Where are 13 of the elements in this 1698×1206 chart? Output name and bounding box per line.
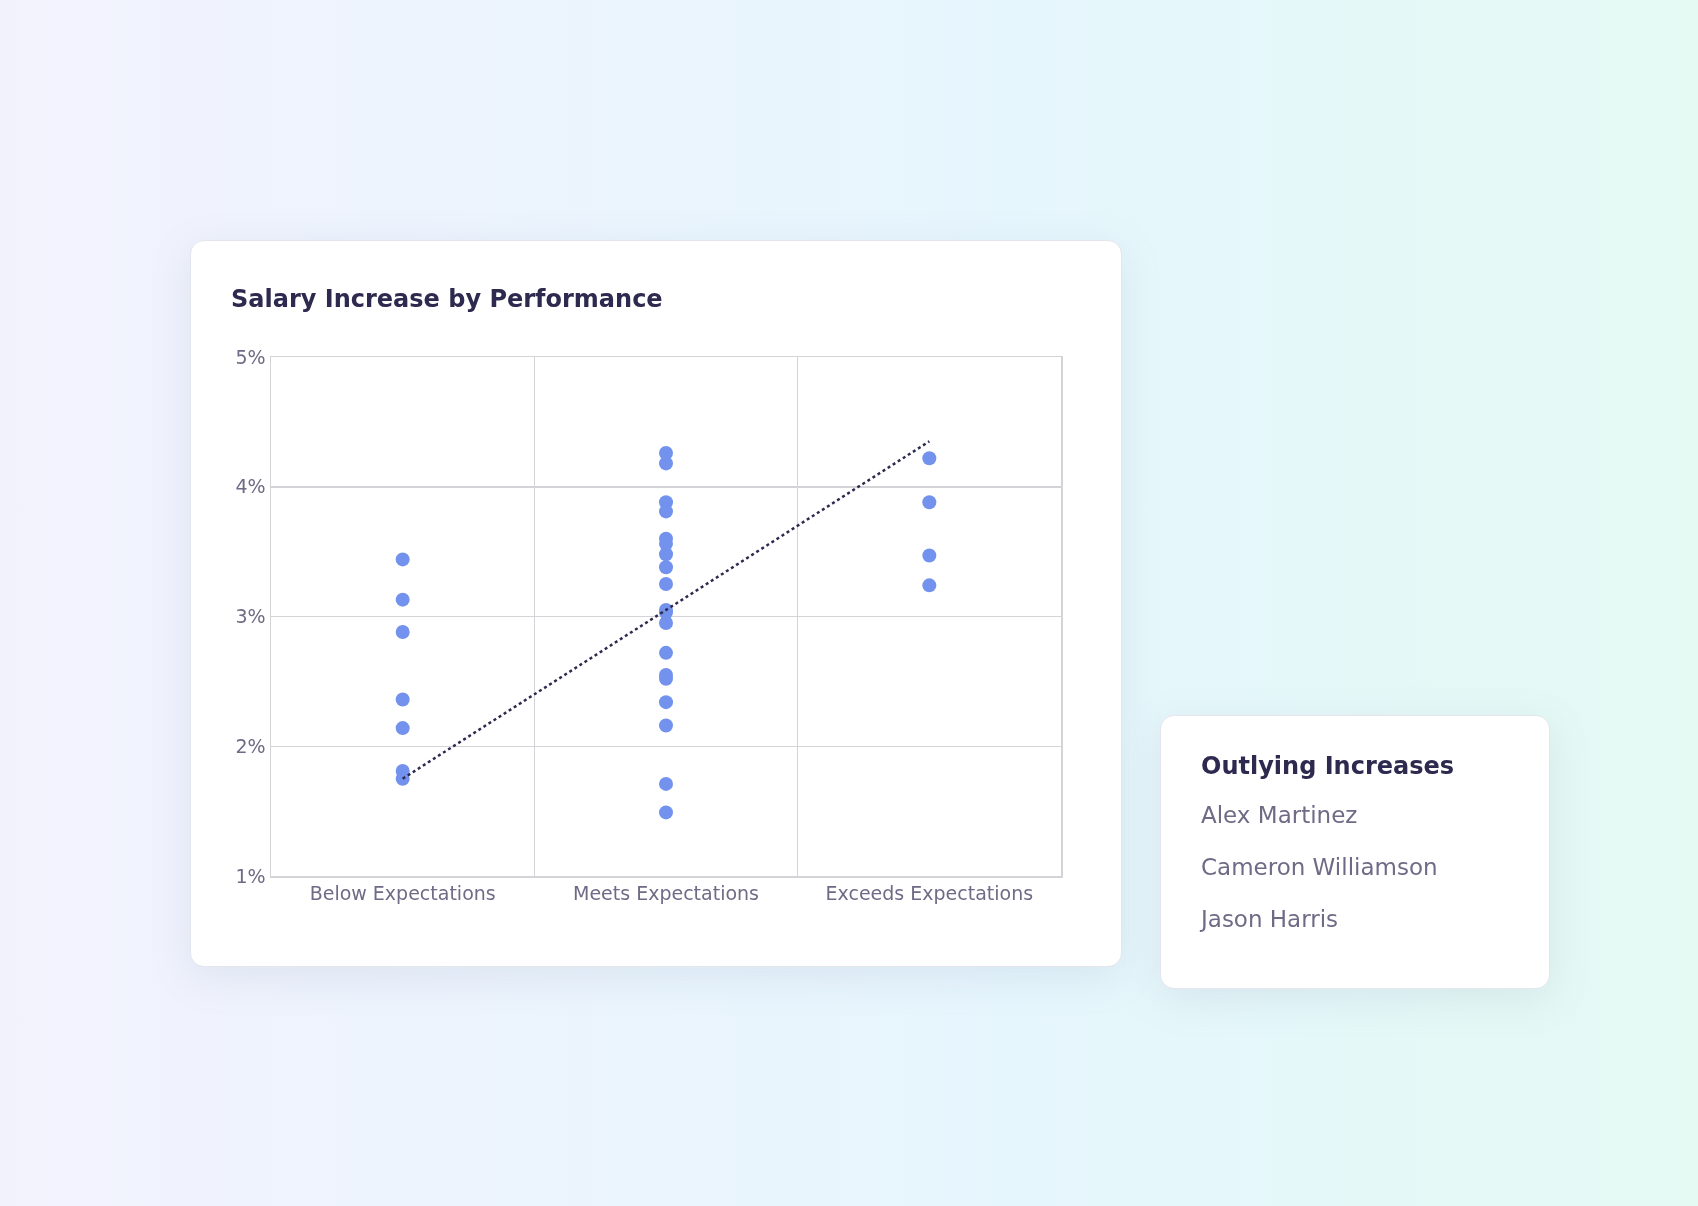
x-tick-label: Below Expectations [309, 882, 496, 905]
text: Jason Harris [1201, 906, 1340, 932]
x-tick-label: Exceeds Expectations [825, 882, 1034, 905]
text: Alex Martinez [1201, 802, 1359, 828]
text: Cameron Williamson [1201, 854, 1439, 880]
y-tick-label: 2% [235, 734, 266, 757]
x-tick-label: Meets Expectations [573, 882, 759, 905]
text: Outlying Increases [1201, 752, 1456, 780]
y-tick-label: 4% [235, 475, 266, 498]
y-tick-label: 3% [235, 605, 266, 628]
y-tick-label: 1% [235, 864, 266, 887]
y-tick-label: 5% [235, 345, 266, 368]
chart-title: Salary Increase by Performance [231, 285, 663, 313]
